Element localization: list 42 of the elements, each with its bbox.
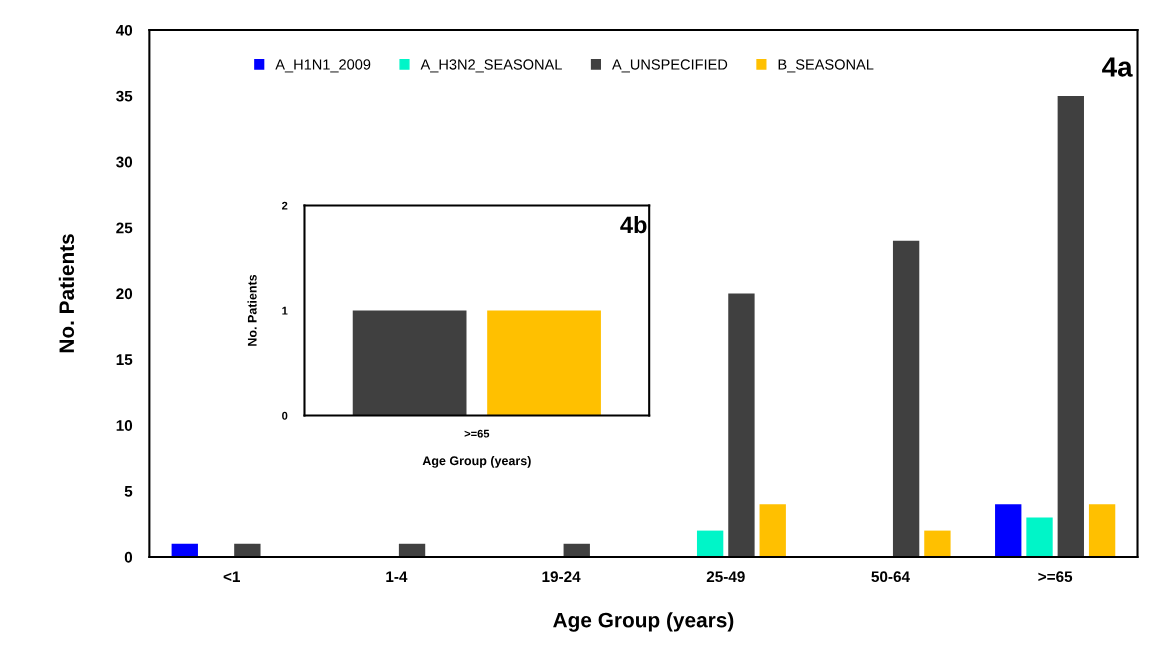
y-tick-label: 40 — [115, 24, 133, 36]
annotation: 4b — [620, 215, 647, 234]
bar — [234, 543, 261, 557]
x-tick-label: >=65 — [464, 429, 490, 438]
x-axis-title: Age Group (years) — [553, 612, 734, 632]
bar — [924, 530, 951, 557]
legend-label: A_H3N2_SEASONAL — [420, 59, 562, 73]
y-tick-label: 35 — [116, 90, 133, 102]
bar — [892, 240, 920, 557]
bar — [728, 293, 755, 557]
legend-label: B_SEASONAL — [778, 59, 874, 73]
bar — [171, 543, 198, 557]
y-tick-label: 20 — [116, 288, 133, 300]
x-axis-title: Age Group (years) — [422, 456, 531, 468]
y-axis-title: No. Patients — [58, 234, 75, 353]
x-tick-label: 19-24 — [542, 571, 581, 583]
y-tick-label: 10 — [116, 420, 133, 431]
y-tick-label: 2 — [282, 201, 288, 210]
bar — [398, 543, 426, 557]
y-tick-label: 30 — [116, 156, 133, 168]
y-tick-label: 1 — [282, 306, 288, 315]
x-tick-label: 50-64 — [871, 571, 910, 583]
y-tick-label: 15 — [116, 354, 133, 366]
x-tick-label: 1-4 — [386, 571, 408, 582]
bar — [696, 530, 724, 557]
bar — [1026, 517, 1053, 557]
bar — [563, 543, 590, 557]
y-tick-label: 0 — [282, 411, 288, 420]
bar — [759, 504, 786, 557]
y-tick-label: 0 — [124, 551, 133, 563]
bar — [1057, 95, 1084, 557]
y-tick-label: 25 — [116, 222, 133, 234]
bar — [1088, 504, 1116, 557]
bar — [995, 504, 1022, 557]
x-tick-label: 25-49 — [706, 571, 745, 583]
annotation: 4a — [1102, 57, 1133, 77]
y-tick-label: 5 — [124, 486, 133, 497]
x-tick-label: <1 — [223, 571, 240, 582]
legend-label: A_H1N1_2009 — [275, 59, 371, 73]
legend-label: A_UNSPECIFIED — [612, 59, 728, 73]
y-axis-title: No. Patients — [247, 274, 257, 346]
x-tick-label: >=65 — [1038, 571, 1073, 583]
